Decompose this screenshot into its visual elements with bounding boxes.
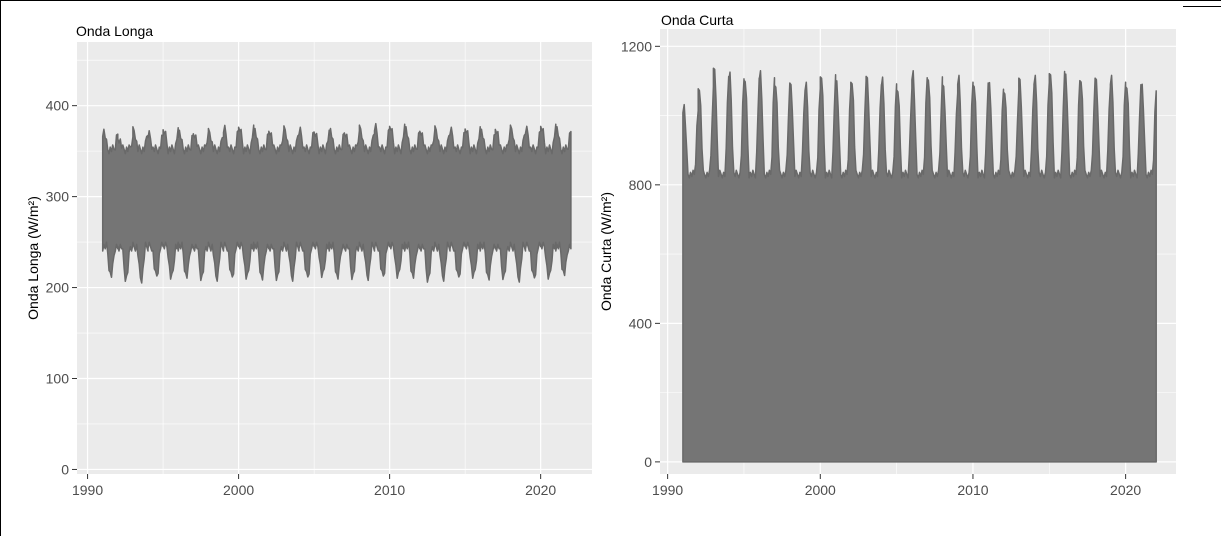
y-tick-label: 400	[629, 315, 653, 331]
y-axis-label: Onda Longa (W/m²)	[25, 196, 41, 320]
x-tick-label: 2000	[805, 482, 836, 498]
y-tick-label: 0	[61, 461, 69, 477]
series-line	[682, 67, 1157, 463]
chart-title: Onda Curta	[661, 12, 734, 28]
figure-divider	[1183, 6, 1221, 7]
series-line	[101, 122, 572, 284]
x-tick-label: 2010	[957, 482, 988, 498]
figure-border-top	[0, 0, 1221, 1]
y-tick-label: 300	[46, 189, 70, 205]
chart-panel-onda-longa: 0 100 200 300 400 1990 2000 2010 2020 Onda Longa O…	[25, 23, 592, 498]
chart-title: Onda Longa	[76, 23, 153, 39]
y-axis-label: Onda Curta (W/m²)	[598, 192, 614, 311]
figure-border-left	[0, 0, 1, 536]
x-tick-label: 2000	[223, 482, 254, 498]
y-tick-label: 200	[46, 280, 70, 296]
y-tick-label: 0	[644, 454, 652, 470]
y-tick-label: 1200	[621, 38, 652, 54]
y-tick-label: 800	[629, 177, 653, 193]
x-tick-label: 1990	[652, 482, 683, 498]
x-tick-label: 2010	[374, 482, 405, 498]
x-tick-label: 2020	[525, 482, 556, 498]
x-tick-label: 1990	[72, 482, 103, 498]
x-tick-label: 2020	[1110, 482, 1141, 498]
y-tick-label: 100	[46, 371, 70, 387]
y-tick-label: 400	[46, 98, 70, 114]
chart-panel-onda-curta: 0 400 800 1200 1990 2000 2010 2020 Onda Curta Ond…	[598, 12, 1176, 498]
